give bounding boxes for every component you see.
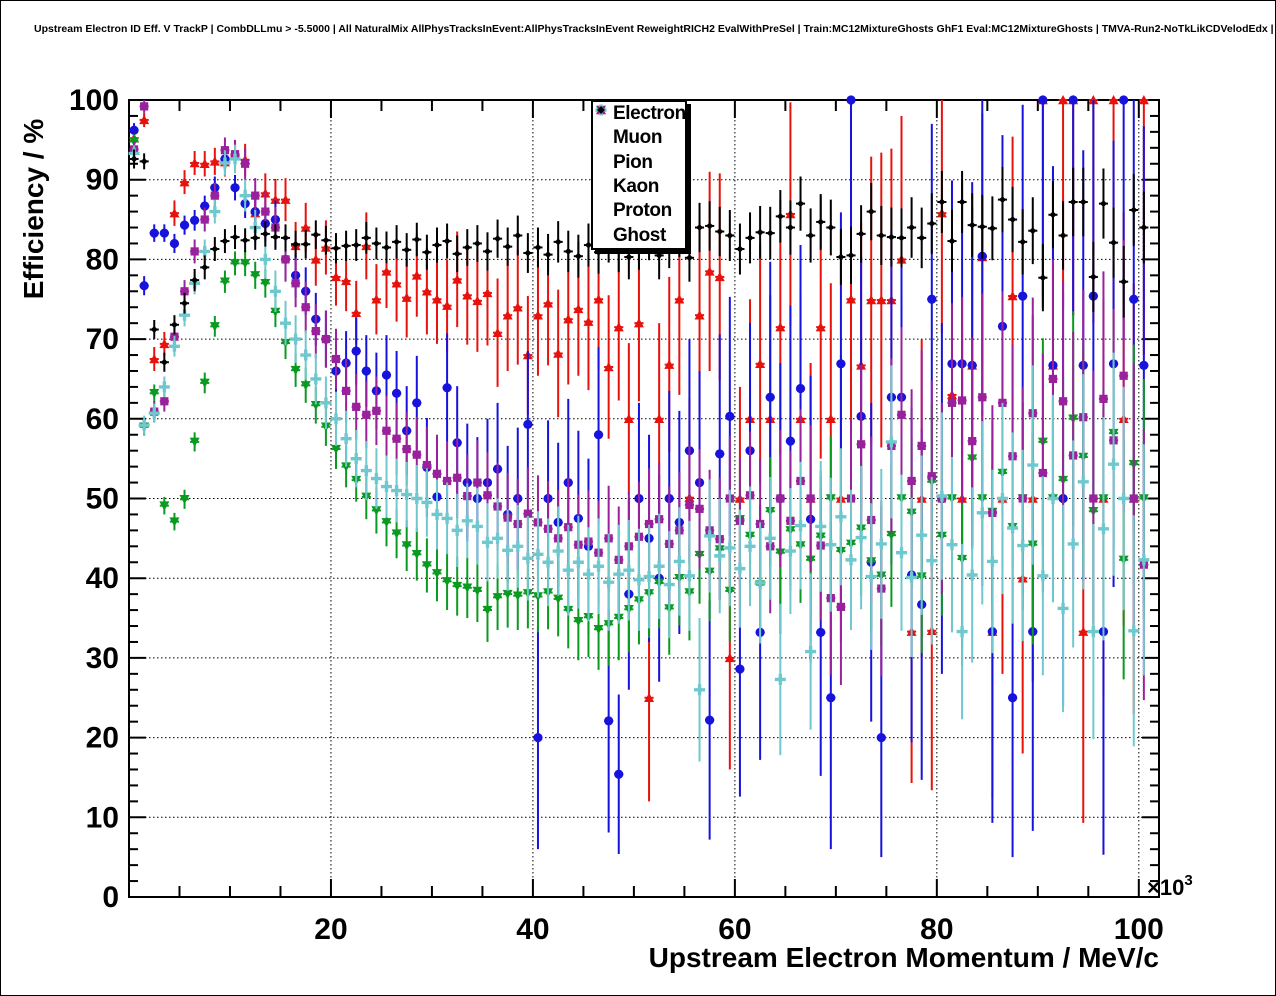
legend-label-proton: Proton [613, 200, 672, 222]
legend-item-ghost: Ghost [593, 106, 685, 247]
svg-text:Upstream Electron Momentum / M: Upstream Electron Momentum / MeV/c [649, 942, 1159, 973]
legend-item-proton: Proton [593, 104, 685, 223]
legend-item-muon: Muon [593, 105, 685, 150]
legend-item-pion: Pion [593, 105, 685, 175]
svg-text:100: 100 [1114, 913, 1164, 946]
svg-text:70: 70 [86, 323, 119, 356]
svg-text:60: 60 [86, 403, 119, 436]
svg-text:20: 20 [86, 722, 119, 755]
proton-cross-icon [595, 104, 613, 219]
svg-text:90: 90 [86, 164, 119, 197]
svg-text:50: 50 [86, 483, 119, 516]
svg-text:30: 30 [86, 642, 119, 675]
kaon-square-icon [596, 105, 613, 195]
legend-label-electron: Electron [613, 103, 686, 125]
svg-text:10: 10 [86, 801, 119, 834]
pion-triangle-down-icon [596, 105, 613, 171]
svg-text:0: 0 [102, 881, 119, 914]
svg-text:Efficiency / %: Efficiency / % [18, 119, 49, 300]
legend-label-pion: Pion [613, 151, 653, 173]
svg-text:40: 40 [86, 562, 119, 595]
svg-text:20: 20 [314, 913, 347, 946]
legend-label-muon: Muon [613, 127, 663, 149]
svg-text:80: 80 [86, 243, 119, 276]
ghost-diamond-icon [596, 106, 613, 244]
svg-text:×103: ×103 [1147, 872, 1193, 900]
svg-text:80: 80 [920, 913, 953, 946]
legend-label-kaon: Kaon [613, 176, 659, 198]
svg-text:100: 100 [69, 84, 119, 117]
plot-title: Upstream Electron ID Eff. V TrackP | Com… [34, 23, 1275, 35]
svg-text:60: 60 [718, 913, 751, 946]
legend-box: Electron Muon Pion Kaon Proton Ghost [591, 100, 687, 250]
svg-text:40: 40 [516, 913, 549, 946]
legend-label-ghost: Ghost [613, 224, 666, 246]
muon-circle-icon [596, 105, 613, 146]
legend-item-kaon: Kaon [593, 105, 685, 199]
